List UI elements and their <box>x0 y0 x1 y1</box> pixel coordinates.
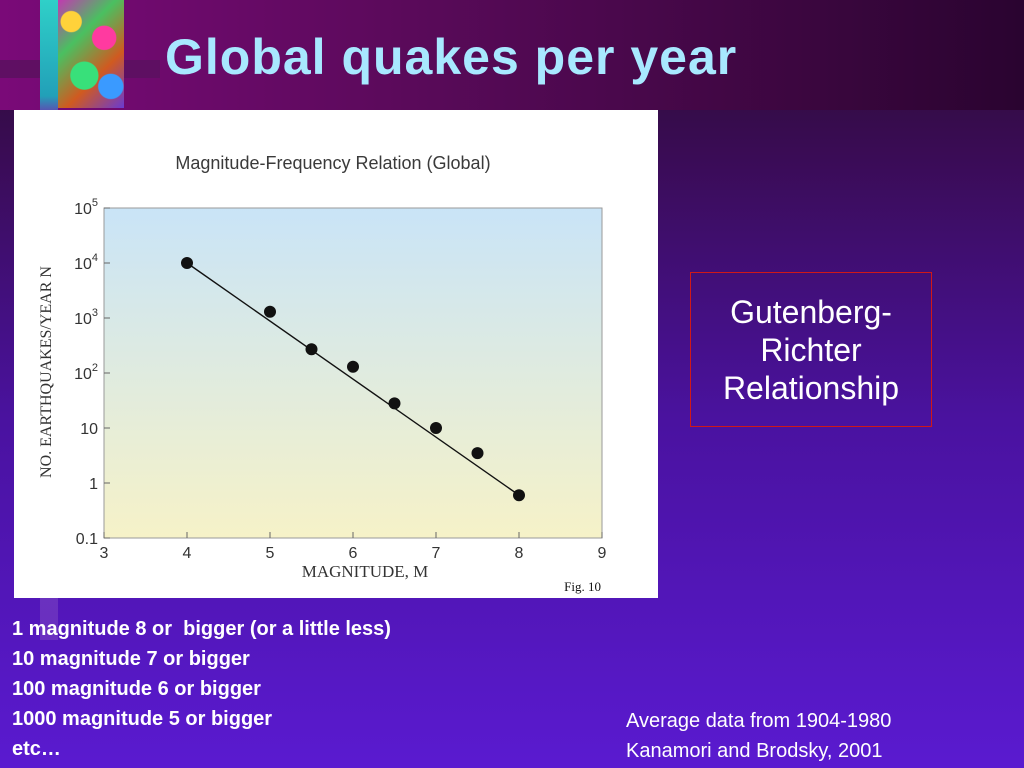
x-axis-label: MAGNITUDE, M <box>302 562 429 581</box>
x-tick-label: 5 <box>266 545 275 562</box>
note-item: 100 magnitude 6 or bigger <box>12 678 261 700</box>
credit-line: Kanamori and Brodsky, 2001 <box>626 740 883 762</box>
data-point <box>181 257 193 269</box>
x-tick-label: 6 <box>349 545 358 562</box>
y-tick-label: 1 <box>89 476 98 493</box>
y-axis-label: NO. EARTHQUAKES/YEAR N <box>38 266 55 478</box>
decorative-collage-image <box>58 0 124 108</box>
data-point <box>305 343 318 356</box>
tick-layer: 3 4 5 6 7 8 9 0.1 1 10 102 103 104 105 <box>74 197 606 562</box>
x-tick-label: 4 <box>183 545 192 562</box>
note-item: 1 magnitude 8 or bigger (or a little les… <box>12 618 391 640</box>
x-tick-label: 8 <box>515 545 524 562</box>
note-item: 10 magnitude 7 or bigger <box>12 648 250 670</box>
x-tick-label: 7 <box>432 545 441 562</box>
annotation-line-3: Relationship <box>722 369 900 406</box>
y-tick-label: 102 <box>74 362 98 383</box>
figure-caption: Fig. 10 <box>564 579 601 594</box>
x-tick-label: 9 <box>598 545 607 562</box>
y-tick-label: 104 <box>74 252 98 273</box>
trend-layer <box>186 262 520 496</box>
data-point <box>513 489 525 502</box>
y-tick-label: 103 <box>74 307 98 328</box>
annotation-line-1: Gutenberg- <box>730 293 892 330</box>
points-layer <box>181 257 525 502</box>
data-point <box>264 305 276 318</box>
trend-line <box>186 262 520 496</box>
chart-figure: Magnitude-Frequency Relation (Global) 3 4… <box>14 110 658 598</box>
note-item: 1000 magnitude 5 or bigger <box>12 708 273 730</box>
note-item: etc… <box>12 738 61 760</box>
slide-title: Global quakes per year <box>165 29 738 85</box>
chart-title: Magnitude-Frequency Relation (Global) <box>175 153 490 173</box>
notes-list: 1 magnitude 8 or bigger (or a little les… <box>12 614 391 764</box>
chart: Magnitude-Frequency Relation (Global) 3 4… <box>38 153 607 594</box>
credits: Average data from 1904-1980 Kanamori and… <box>626 706 891 766</box>
title-bar-background <box>0 0 1024 110</box>
data-point <box>471 447 484 460</box>
x-tick-label: 3 <box>100 545 109 562</box>
data-point <box>430 422 442 434</box>
data-point <box>347 360 359 373</box>
y-tick-label: 10 <box>80 421 98 438</box>
credit-line: Average data from 1904-1980 <box>626 710 892 732</box>
plot-area <box>103 207 603 539</box>
y-tick-label: 0.1 <box>76 531 98 548</box>
y-tick-label: 105 <box>74 197 98 218</box>
data-point <box>388 397 401 410</box>
gutenberg-richter-box: Gutenberg- Richter Relationship <box>690 272 932 427</box>
annotation-line-2: Richter <box>760 331 862 368</box>
